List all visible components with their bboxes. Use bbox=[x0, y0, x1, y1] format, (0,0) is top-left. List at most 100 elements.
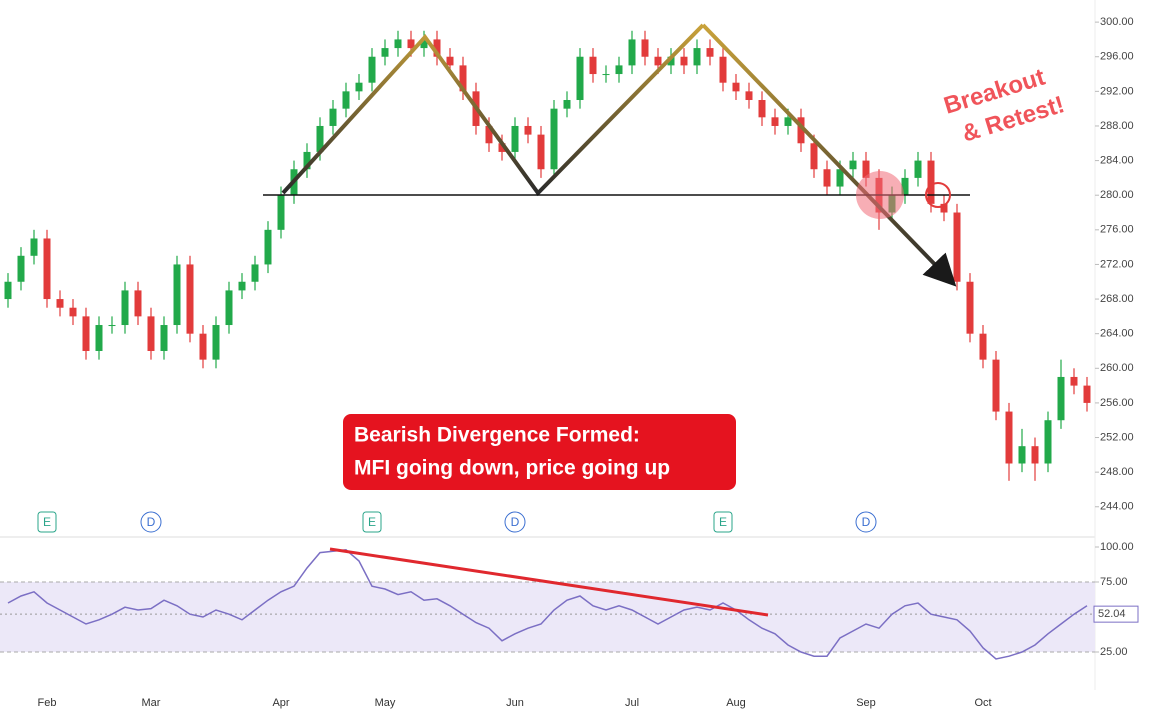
y-tick-label: 100.00 bbox=[1100, 541, 1134, 553]
candle-body bbox=[394, 39, 402, 49]
y-tick-label: 264.00 bbox=[1100, 328, 1134, 340]
x-tick-label: Aug bbox=[726, 697, 746, 709]
candle-body bbox=[199, 333, 207, 360]
candle-body bbox=[706, 48, 714, 57]
event-label: E bbox=[719, 515, 727, 529]
y-tick-label: 268.00 bbox=[1100, 293, 1134, 305]
candle-body bbox=[563, 100, 571, 109]
event-label: D bbox=[147, 515, 156, 529]
candle-body bbox=[160, 325, 168, 351]
double-top-pattern bbox=[281, 23, 705, 197]
x-tick-label: Sep bbox=[856, 697, 876, 709]
event-label: E bbox=[368, 515, 376, 529]
candle-body bbox=[823, 169, 831, 187]
candle-body bbox=[628, 39, 636, 66]
candle-body bbox=[758, 100, 766, 118]
divergence-line bbox=[329, 547, 769, 617]
candle-body bbox=[537, 134, 545, 170]
event-marker bbox=[713, 511, 733, 533]
candle-body bbox=[173, 264, 181, 326]
candle-body bbox=[849, 160, 857, 170]
candle-body bbox=[485, 125, 493, 144]
candle-body bbox=[589, 56, 597, 75]
candle-body bbox=[550, 108, 558, 170]
y-tick-label: 280.00 bbox=[1100, 189, 1134, 201]
retest-circle bbox=[925, 182, 951, 208]
candle-body bbox=[134, 290, 142, 317]
candle-body bbox=[212, 325, 220, 360]
candle-body bbox=[82, 316, 90, 351]
x-tick-label: Mar bbox=[142, 697, 161, 709]
candle-body bbox=[225, 290, 233, 326]
event-marker bbox=[855, 511, 877, 533]
candle-body bbox=[862, 160, 870, 178]
candle-body bbox=[4, 281, 12, 300]
candle-body bbox=[524, 125, 532, 135]
x-tick-label: Feb bbox=[38, 697, 57, 709]
y-tick-label: 292.00 bbox=[1100, 85, 1134, 97]
y-tick-label: 288.00 bbox=[1100, 120, 1134, 132]
candle-body bbox=[797, 117, 805, 144]
candle-body bbox=[316, 125, 324, 152]
candle-body bbox=[368, 56, 376, 83]
x-tick-label: Apr bbox=[272, 697, 289, 709]
candle-body bbox=[1005, 411, 1013, 464]
candle-body bbox=[745, 91, 753, 101]
candle-body bbox=[953, 212, 961, 282]
candle-body bbox=[667, 56, 675, 66]
candle-body bbox=[914, 160, 922, 178]
candle-body bbox=[433, 39, 441, 57]
y-tick-label: 256.00 bbox=[1100, 397, 1134, 409]
candle-body bbox=[693, 48, 701, 66]
candle-body bbox=[836, 169, 844, 187]
candle-body bbox=[511, 125, 519, 152]
callout-text: Bearish Divergence Formed: bbox=[354, 424, 640, 447]
candle-body bbox=[56, 299, 64, 308]
y-tick-label: 296.00 bbox=[1100, 51, 1134, 63]
y-tick-label: 252.00 bbox=[1100, 431, 1134, 443]
candle-body bbox=[810, 143, 818, 170]
y-tick-label: 248.00 bbox=[1100, 466, 1134, 478]
y-tick-label: 284.00 bbox=[1100, 154, 1134, 166]
candle-body bbox=[30, 238, 38, 256]
candle-body bbox=[264, 229, 272, 265]
event-label: D bbox=[511, 515, 520, 529]
y-tick-label: 300.00 bbox=[1100, 16, 1134, 28]
candle-body bbox=[576, 56, 584, 101]
y-tick-label: 244.00 bbox=[1100, 501, 1134, 513]
y-tick-label: 272.00 bbox=[1100, 258, 1134, 270]
breakdown-arrow bbox=[701, 23, 957, 287]
candle-body bbox=[966, 281, 974, 334]
x-tick-label: May bbox=[375, 697, 396, 709]
event-marker bbox=[362, 511, 382, 533]
callout-text: MFI going down, price going up bbox=[354, 457, 670, 480]
candle-body bbox=[277, 195, 285, 230]
candle-body bbox=[979, 333, 987, 360]
candle-body bbox=[251, 264, 259, 282]
candle-body bbox=[602, 74, 610, 76]
candle-body bbox=[17, 255, 25, 282]
candle-body bbox=[680, 56, 688, 66]
candle-body bbox=[901, 177, 909, 196]
breakout-highlight bbox=[856, 171, 904, 219]
candle-body bbox=[186, 264, 194, 334]
candle-body bbox=[420, 39, 428, 49]
candle-body bbox=[43, 238, 51, 300]
y-tick-label: 260.00 bbox=[1100, 362, 1134, 374]
candle-body bbox=[381, 48, 389, 57]
mfi-line bbox=[7, 549, 1088, 660]
y-tick-label: 75.00 bbox=[1100, 576, 1128, 588]
candle-body bbox=[1018, 446, 1026, 464]
event-marker bbox=[37, 511, 57, 533]
candle-body bbox=[1044, 420, 1052, 464]
candle-body bbox=[1083, 385, 1091, 403]
candle-body bbox=[459, 65, 467, 92]
candle-body bbox=[927, 160, 935, 204]
candle-body bbox=[108, 325, 116, 327]
candle-body bbox=[69, 307, 77, 317]
candle-body bbox=[784, 117, 792, 126]
candle-body bbox=[121, 290, 129, 326]
candle-body bbox=[303, 151, 311, 170]
